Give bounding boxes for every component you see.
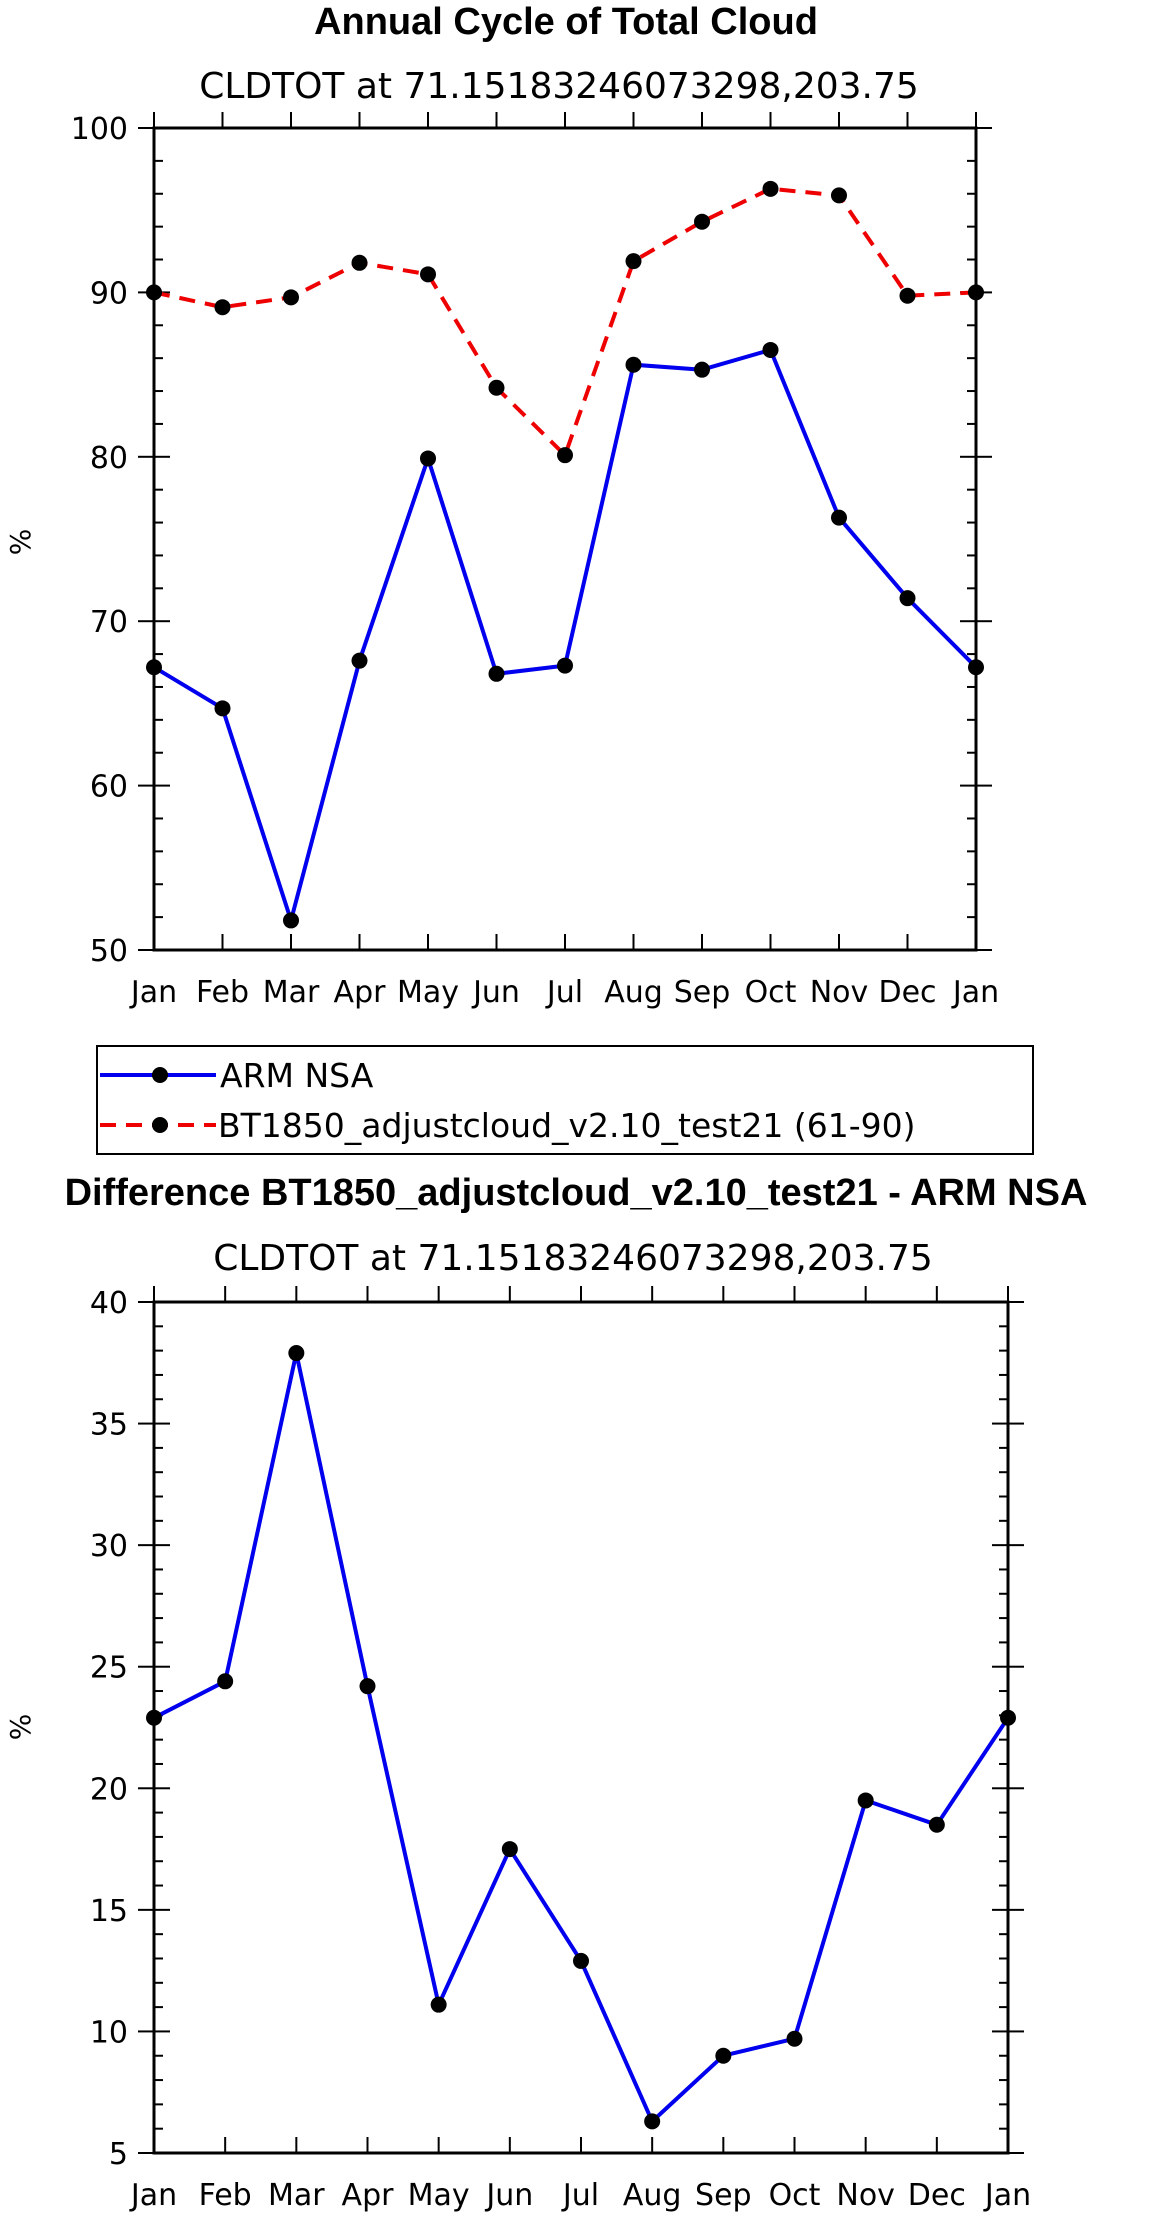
- chart1-series-1-point: [625, 356, 642, 373]
- chart1-xtick-label: Mar: [263, 975, 320, 1010]
- chart2-series-1-point: [501, 1841, 518, 1858]
- chart2-xtick-label: Dec: [908, 2178, 966, 2213]
- chart2-ytick-label: 35: [90, 1408, 128, 1443]
- chart1-xtick-label: Jun: [471, 975, 520, 1010]
- chart2-ytick-label: 20: [90, 1772, 128, 1807]
- chart2-series-1-point: [928, 1816, 945, 1833]
- chart2-ytick-label: 40: [90, 1286, 128, 1321]
- chart-annual-cycle: Annual Cycle of Total Cloud CLDTOT at 71…: [4, 1, 999, 1010]
- chart2-xtick-label: Sep: [695, 2178, 752, 2213]
- legend-box: [96, 1045, 1034, 1155]
- chart2-xtick-label: Mar: [268, 2178, 325, 2213]
- chart2-series-1-point: [786, 2030, 803, 2047]
- chart2-series-line-1: [153, 1351, 1010, 2124]
- chart1-series-2-point: [283, 289, 299, 306]
- legend-entry-series-1: ARM NSA: [100, 1056, 374, 1095]
- chart1-series-1-point: [214, 700, 231, 717]
- legend-label-series-1: ARM NSA: [220, 1056, 374, 1095]
- chart1-series-line-1: [152, 347, 978, 923]
- chart2-ytick-label: 5: [109, 2137, 128, 2172]
- chart1-series-2-point: [694, 213, 710, 230]
- chart1-ytick-label: 90: [90, 276, 128, 311]
- chart2-series-1-point: [715, 2047, 732, 2064]
- chart2-ytick-label: 15: [90, 1894, 128, 1929]
- chart1-series-1-point: [557, 657, 573, 674]
- chart1-xtick-label: Apr: [334, 975, 387, 1010]
- chart2-plot-frame: [152, 1300, 1010, 2155]
- chart2-title: Difference BT1850_adjustcloud_v2.10_test…: [65, 1172, 1088, 1214]
- chart2-series-1-point: [573, 1952, 589, 1969]
- chart2-xtick-label: Jan: [983, 2178, 1031, 2213]
- chart1-xtick-label: Jul: [545, 975, 583, 1010]
- chart1-series-2-point: [214, 299, 231, 316]
- chart2-ytick-label: 25: [90, 1651, 128, 1686]
- chart1-ytick-label: 60: [90, 770, 128, 805]
- chart1-series-2-point: [351, 254, 368, 271]
- chart2-xtick-label: Feb: [199, 2178, 252, 2213]
- chart1-series-2-point: [899, 287, 916, 304]
- chart1-xtick-label: Dec: [878, 975, 936, 1010]
- legend-entry-series-2: BT1850_adjustcloud_v2.10_test21 (61-90): [100, 1106, 916, 1145]
- chart2-series-1-point: [359, 1678, 376, 1695]
- chart1-series-1-point: [420, 450, 436, 467]
- chart1-series-1-point: [283, 912, 299, 929]
- chart1-series-2-point: [488, 379, 505, 396]
- chart2-xtick-label: Jun: [484, 2178, 533, 2213]
- chart1-ytick-label: 70: [90, 605, 128, 640]
- chart1-series-1-point: [351, 652, 368, 669]
- chart1-series-2-point: [420, 266, 436, 283]
- chart1-series-2-point: [625, 253, 642, 270]
- chart1-ylabel: %: [4, 529, 37, 556]
- chart1-subtitle: CLDTOT at 71.15183246073298,203.75: [199, 66, 919, 107]
- chart2-series-1-point: [288, 1345, 305, 1362]
- chart2-ytick-label: 10: [90, 2015, 128, 2050]
- chart-difference: Difference BT1850_adjustcloud_v2.10_test…: [4, 1172, 1087, 2213]
- chart1-title: Annual Cycle of Total Cloud: [314, 1, 818, 43]
- chart2-xtick-label: Jan: [129, 2178, 177, 2213]
- legend-label-series-2: BT1850_adjustcloud_v2.10_test21 (61-90): [218, 1106, 916, 1145]
- chart2-xtick-label: Oct: [769, 2178, 821, 2213]
- chart2-xtick-label: Jul: [561, 2178, 599, 2213]
- chart2-xtick-label: Aug: [623, 2178, 682, 2213]
- chart1-ytick-label: 100: [71, 112, 128, 147]
- chart1-xtick-label: Jan: [129, 975, 177, 1010]
- chart1-xtick-label: Jan: [951, 975, 999, 1010]
- chart2-ytick-label: 30: [90, 1529, 128, 1564]
- chart1-series-1-point: [831, 509, 847, 526]
- chart1-series-2-point: [831, 187, 847, 204]
- chart1-xtick-label: Nov: [810, 975, 869, 1010]
- chart1-series-1-point: [899, 590, 916, 607]
- chart1-legend: ARM NSA BT1850_adjustcloud_v2.10_test21 …: [96, 1045, 1034, 1155]
- chart1-xtick-label: Feb: [196, 975, 249, 1010]
- chart2-xtick-label: Nov: [836, 2178, 895, 2213]
- chart2-series-1-point: [217, 1673, 234, 1690]
- chart1-xtick-label: Sep: [674, 975, 731, 1010]
- chart1-xtick-label: Aug: [604, 975, 663, 1010]
- chart1-xtick-label: Oct: [745, 975, 797, 1010]
- chart1-ytick-label: 80: [90, 441, 128, 476]
- chart1-xtick-label: May: [397, 975, 459, 1010]
- chart2-ylabel: %: [4, 1714, 37, 1741]
- chart1-series-1-point: [488, 665, 505, 682]
- chart1-plot-frame: [152, 126, 978, 952]
- chart1-series-1-point: [762, 341, 779, 358]
- chart1-series-1-point: [694, 361, 710, 378]
- chart2-xtick-label: May: [408, 2178, 470, 2213]
- chart2-series-1-point: [857, 1792, 874, 1809]
- chart1-series-2-point: [762, 180, 779, 197]
- chart1-ytick-label: 50: [90, 934, 128, 969]
- chart2-subtitle: CLDTOT at 71.15183246073298,203.75: [213, 1238, 933, 1279]
- chart1-series-line-2: [153, 186, 977, 458]
- chart2-series-1-point: [644, 2113, 661, 2130]
- chart2-series-1-point: [430, 1996, 447, 2013]
- chart2-xtick-label: Apr: [342, 2178, 395, 2213]
- chart1-series-2-point: [557, 447, 573, 464]
